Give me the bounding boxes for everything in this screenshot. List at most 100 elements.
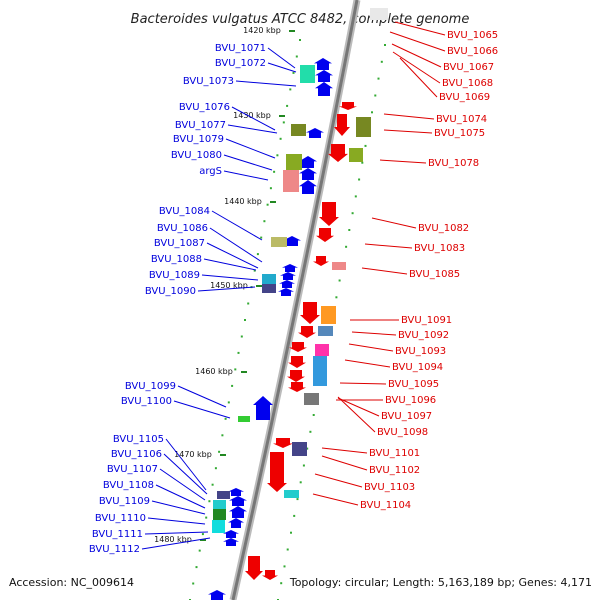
gene-block	[213, 509, 226, 520]
gene-block	[217, 491, 230, 499]
label-leader	[267, 62, 297, 73]
track-dot	[256, 253, 259, 256]
label-leader	[399, 57, 438, 98]
track-dot	[299, 39, 301, 41]
gene-block	[356, 117, 371, 137]
gene-label: BVU_1109	[99, 496, 150, 507]
track-dot	[260, 236, 263, 239]
label-leader	[383, 129, 433, 134]
gene-block	[318, 326, 333, 336]
gene-block	[304, 393, 319, 405]
track-dot	[224, 417, 227, 420]
gene-label: BVU_1101	[369, 448, 420, 459]
track-dot	[351, 212, 354, 215]
gene-label: BVU_1097	[381, 411, 432, 422]
track-dot	[358, 178, 361, 181]
gene-label: BVU_1065	[447, 30, 498, 41]
reverse-gene-arrow	[313, 256, 329, 266]
gene-block	[262, 274, 276, 284]
gene-label: BVU_1072	[215, 58, 266, 69]
gene-label: BVU_1105	[113, 434, 164, 445]
reverse-gene-arrow	[328, 144, 348, 162]
gene-label: BVU_1092	[398, 330, 449, 341]
track-dot	[244, 319, 246, 321]
label-leader	[348, 343, 394, 352]
forward-gene-arrow	[279, 280, 295, 288]
label-leader	[392, 51, 441, 84]
reverse-gene-arrow	[245, 556, 263, 580]
track-dot	[192, 582, 195, 585]
label-leader	[391, 43, 442, 68]
gene-label: BVU_1098	[377, 427, 428, 438]
label-leader	[223, 170, 269, 181]
label-leader	[144, 531, 209, 535]
gene-label: BVU_1112	[89, 544, 140, 555]
gene-label: BVU_1071	[215, 43, 266, 54]
track-dot	[348, 229, 351, 231]
reverse-gene-arrow	[267, 452, 287, 492]
gene-block	[238, 416, 250, 422]
forward-gene-arrow	[229, 496, 247, 506]
gene-block	[213, 500, 226, 511]
label-leader	[159, 468, 206, 501]
gene-block	[271, 237, 287, 247]
gene-label: BVU_1104	[360, 500, 411, 511]
tick-label: 1440 kbp	[224, 197, 262, 206]
forward-gene-arrow	[315, 82, 333, 96]
gene-block	[283, 170, 299, 192]
gene-block	[292, 442, 307, 456]
gene-label: BVU_1091	[401, 315, 452, 326]
gene-label: BVU_1069	[439, 92, 490, 103]
gene-label: BVU_1099	[125, 381, 176, 392]
tick-mark	[220, 454, 226, 456]
forward-gene-arrow	[208, 590, 226, 600]
label-leader	[147, 517, 206, 525]
backbone-line	[231, 0, 359, 600]
label-leader	[314, 473, 363, 488]
track-dot	[214, 467, 217, 470]
gene-label: BVU_1079	[173, 134, 224, 145]
tick-label: 1430 kbp	[233, 111, 271, 120]
label-leader	[337, 396, 376, 433]
track-dot	[198, 549, 201, 552]
reverse-gene-arrow	[287, 370, 305, 382]
label-leader	[389, 31, 446, 52]
track-dot	[289, 88, 292, 91]
gene-label: BVU_1068	[442, 78, 493, 89]
gene-label: BVU_1082	[418, 223, 469, 234]
forward-gene-arrow	[280, 272, 296, 280]
forward-gene-arrow	[283, 236, 301, 246]
gene-label: BVU_1110	[95, 513, 146, 524]
tick-mark	[279, 115, 285, 117]
forward-gene-arrow	[315, 70, 333, 82]
gene-label: BVU_1102	[369, 465, 420, 476]
track-dot	[237, 351, 240, 354]
gene-block	[262, 284, 276, 293]
tick-mark	[289, 30, 295, 32]
track-dot	[338, 279, 341, 282]
track-dot	[208, 500, 211, 503]
track-dot	[295, 55, 298, 58]
track-dot	[269, 187, 272, 190]
gene-label: BVU_1085	[409, 269, 460, 280]
track-dot	[364, 144, 367, 147]
label-leader	[371, 217, 417, 229]
gene-block	[286, 154, 302, 170]
gene-label: BVU_1107	[107, 464, 158, 475]
label-leader	[312, 493, 359, 506]
label-leader	[321, 447, 368, 454]
track-dot	[205, 516, 208, 519]
track-dot	[290, 531, 292, 534]
track-dot	[354, 195, 357, 198]
track-dot	[361, 161, 364, 164]
reverse-gene-arrow	[288, 382, 306, 392]
track-dot	[276, 154, 279, 157]
label-leader	[351, 331, 397, 336]
track-dot	[380, 60, 383, 63]
track-dot	[312, 414, 315, 416]
gene-label: BVU_1083	[414, 243, 465, 254]
track-dot	[195, 566, 198, 569]
label-leader	[173, 400, 231, 419]
track-dot	[263, 220, 266, 223]
reverse-gene-arrow	[334, 114, 350, 136]
